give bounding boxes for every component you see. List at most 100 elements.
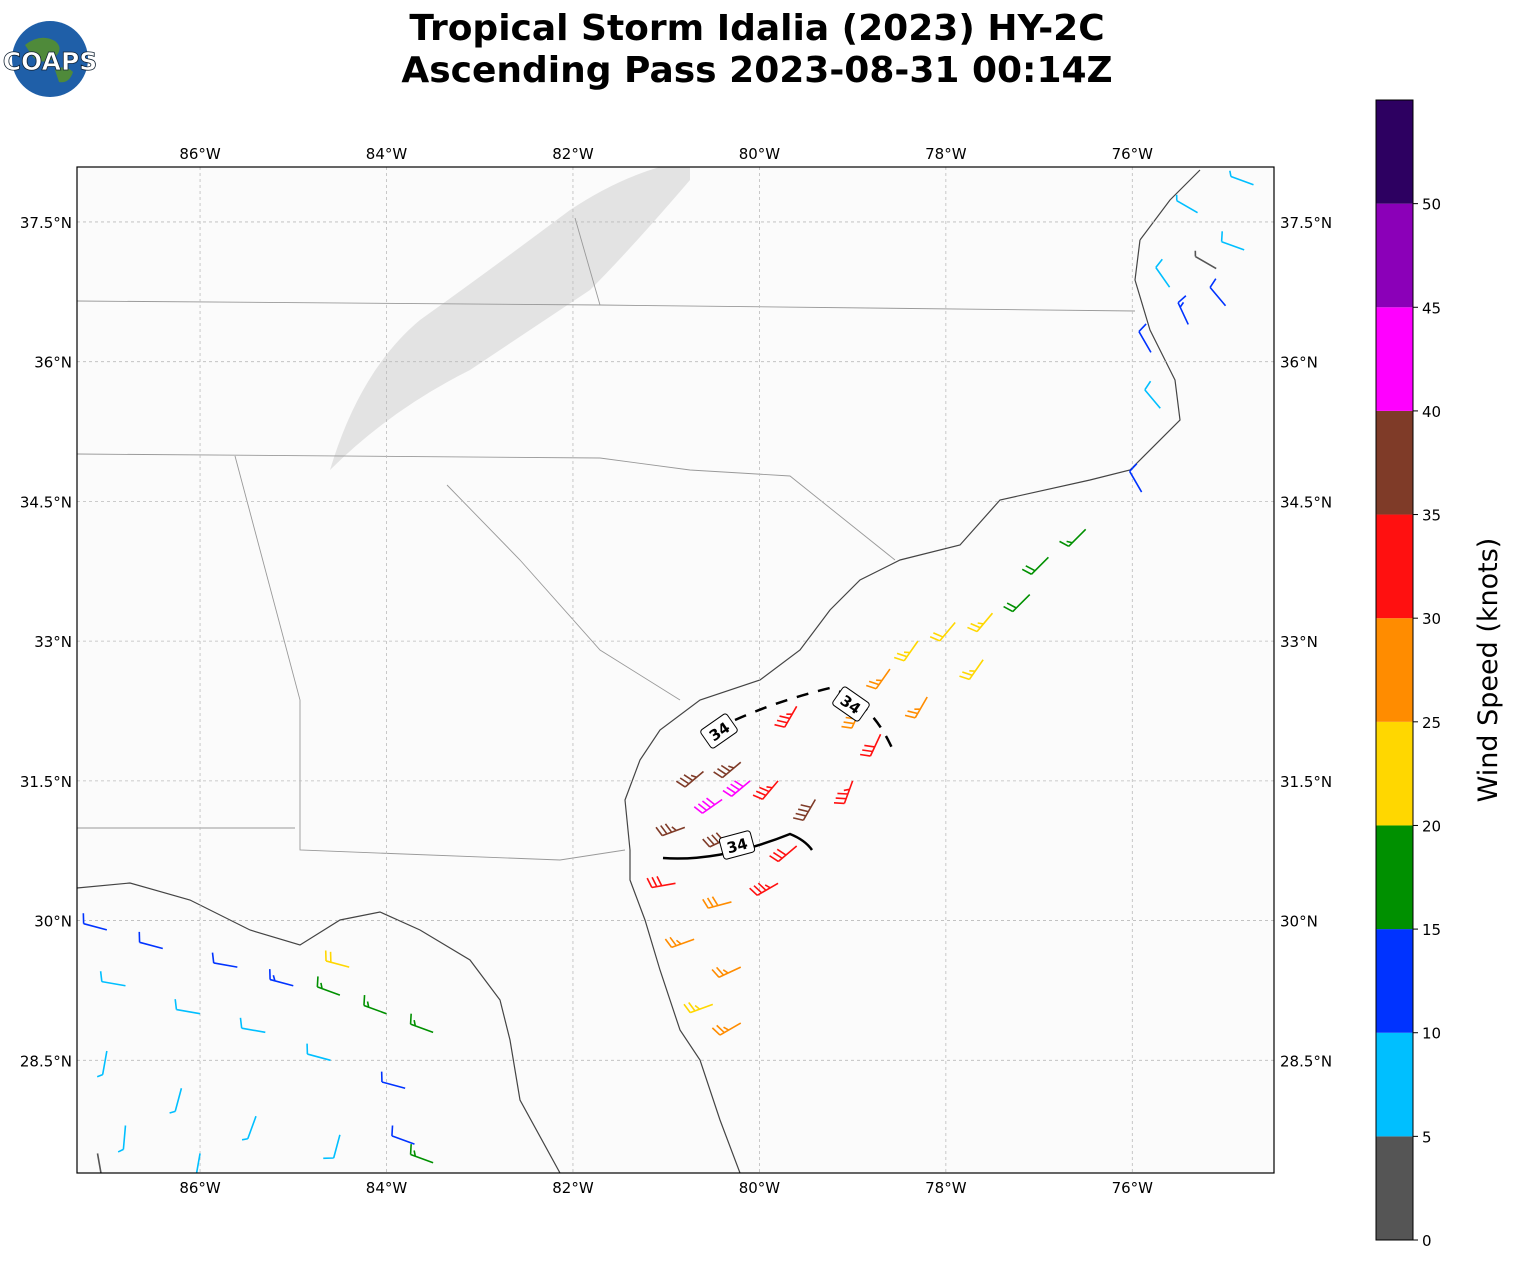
wind-barb [99, 971, 126, 987]
chart-subtitle: Ascending Pass 2023-08-31 00:14Z [401, 50, 1112, 91]
y-tick-label: 31.5°N [20, 773, 72, 791]
x-tick-label: 80°W [739, 145, 781, 163]
y-tick-label: 36°N [34, 354, 72, 372]
contour-label: 34 [725, 835, 750, 858]
colorbar-frame [1375, 99, 1414, 1241]
wind-barb [893, 640, 919, 662]
wind-barb [1128, 463, 1143, 493]
map-background [77, 167, 1274, 1173]
logo-text: COAPS [3, 47, 98, 76]
wind-barb [833, 780, 854, 805]
x-tick-label: 76°W [1112, 145, 1154, 163]
wind-barb [904, 696, 928, 719]
contour-label-box [718, 830, 756, 860]
colorbar-tick-label: 20 [1422, 817, 1441, 835]
colorbar-tick-label: 30 [1422, 610, 1441, 628]
wind-barb [169, 1088, 183, 1114]
x-tick-label: 76°W [1112, 1179, 1154, 1197]
wind-barb [683, 1002, 714, 1014]
contour-label-box [700, 713, 738, 749]
colorbar: 0 5 10 15 20 25 30 35 40 45 50 [1375, 99, 1441, 1250]
wind-barb [929, 621, 956, 642]
colorbar-swatch [1376, 721, 1413, 826]
wind-barb [268, 969, 294, 987]
wind-barb [211, 952, 238, 968]
wind-barb [96, 1050, 108, 1078]
colorbar-label: Wind Speed (knots) [1473, 538, 1504, 803]
wind-barb [675, 770, 704, 788]
y-tick-label: 28.5°N [20, 1052, 72, 1070]
colorbar-swatch [1376, 203, 1413, 308]
wind-barb [646, 876, 676, 889]
logo: COAPS [2, 21, 98, 97]
wind-barb [769, 845, 798, 863]
wind-barb [117, 1125, 127, 1153]
colorbar-tick-label: 40 [1422, 403, 1441, 421]
wind-barb [865, 668, 891, 690]
wind-barb [391, 1125, 415, 1145]
wind-barb [1003, 593, 1031, 613]
x-tick-label: 84°W [366, 1179, 408, 1197]
colorbar-swatch [1376, 514, 1413, 619]
wind-barb [959, 659, 984, 681]
x-tick-label: 86°W [179, 145, 221, 163]
wind-barb [749, 882, 779, 897]
wind-barb [241, 1115, 257, 1141]
wind-barb [860, 733, 882, 757]
y-tick-label: 37.5°N [1280, 214, 1332, 232]
wind-barb [711, 1022, 742, 1036]
wind-barb [174, 999, 201, 1015]
wind-barb [1220, 231, 1245, 251]
wind-barb [1194, 250, 1217, 270]
wind-barb [1144, 380, 1161, 409]
wind-barb [693, 797, 723, 814]
map-layer [77, 167, 1201, 1173]
wind-barb [82, 913, 108, 931]
colorbar-tick-label: 45 [1422, 299, 1441, 317]
y-tick-label: 30°N [34, 913, 72, 931]
wind-barb [1177, 295, 1189, 325]
map-frame [76, 166, 1275, 1174]
wind-barb [774, 705, 798, 728]
wind-barb [713, 761, 742, 779]
y-tick-label: 34.5°N [1280, 493, 1332, 511]
x-tick-label: 78°W [925, 1179, 967, 1197]
chart-title: Tropical Storm Idalia (2023) HY-2C [409, 8, 1104, 49]
wind-barb [138, 931, 163, 950]
wind-barb [711, 966, 742, 979]
colorbar-tick-label: 25 [1422, 714, 1441, 732]
colorbar-swatch [1376, 1032, 1413, 1137]
y-tick-label: 36°N [1280, 354, 1318, 372]
wind-barb [1021, 556, 1049, 575]
colorbar-swatch [1376, 100, 1413, 204]
coastline [77, 169, 1201, 1173]
state-borders [77, 217, 1136, 861]
wind-barb [664, 936, 695, 949]
y-tick-label: 33°N [34, 633, 72, 651]
wind-barb [1209, 278, 1227, 307]
y-tick-label: 31.5°N [1280, 773, 1332, 791]
colorbar-tick-label: 10 [1422, 1025, 1441, 1043]
contour-label-box [832, 686, 870, 722]
wind-barb [967, 612, 994, 633]
wind-barb [323, 1134, 341, 1160]
y-tick-label: 34.5°N [20, 493, 72, 511]
colorbar-swatch [1376, 307, 1413, 411]
wind-barb [1155, 258, 1171, 288]
wind-barb [1138, 323, 1152, 353]
wind-barb [722, 780, 751, 797]
colorbar-tick-label: 50 [1422, 196, 1441, 214]
colorbar-swatch [1376, 618, 1413, 722]
wind-barb [1059, 528, 1087, 548]
colorbar-swatch [1376, 929, 1413, 1033]
terrain-shade [330, 167, 690, 470]
y-tick-label: 30°N [1280, 913, 1318, 931]
wind-barb [380, 1071, 406, 1090]
contour-34kt [662, 686, 894, 860]
wind-barb [1229, 170, 1254, 186]
colorbar-swatch [1376, 825, 1413, 930]
colorbar-tick-label: 15 [1422, 921, 1441, 939]
x-tick-label: 82°W [552, 1179, 594, 1197]
y-tick-label: 33°N [1280, 633, 1318, 651]
colorbar-tick-label: 0 [1422, 1232, 1432, 1250]
